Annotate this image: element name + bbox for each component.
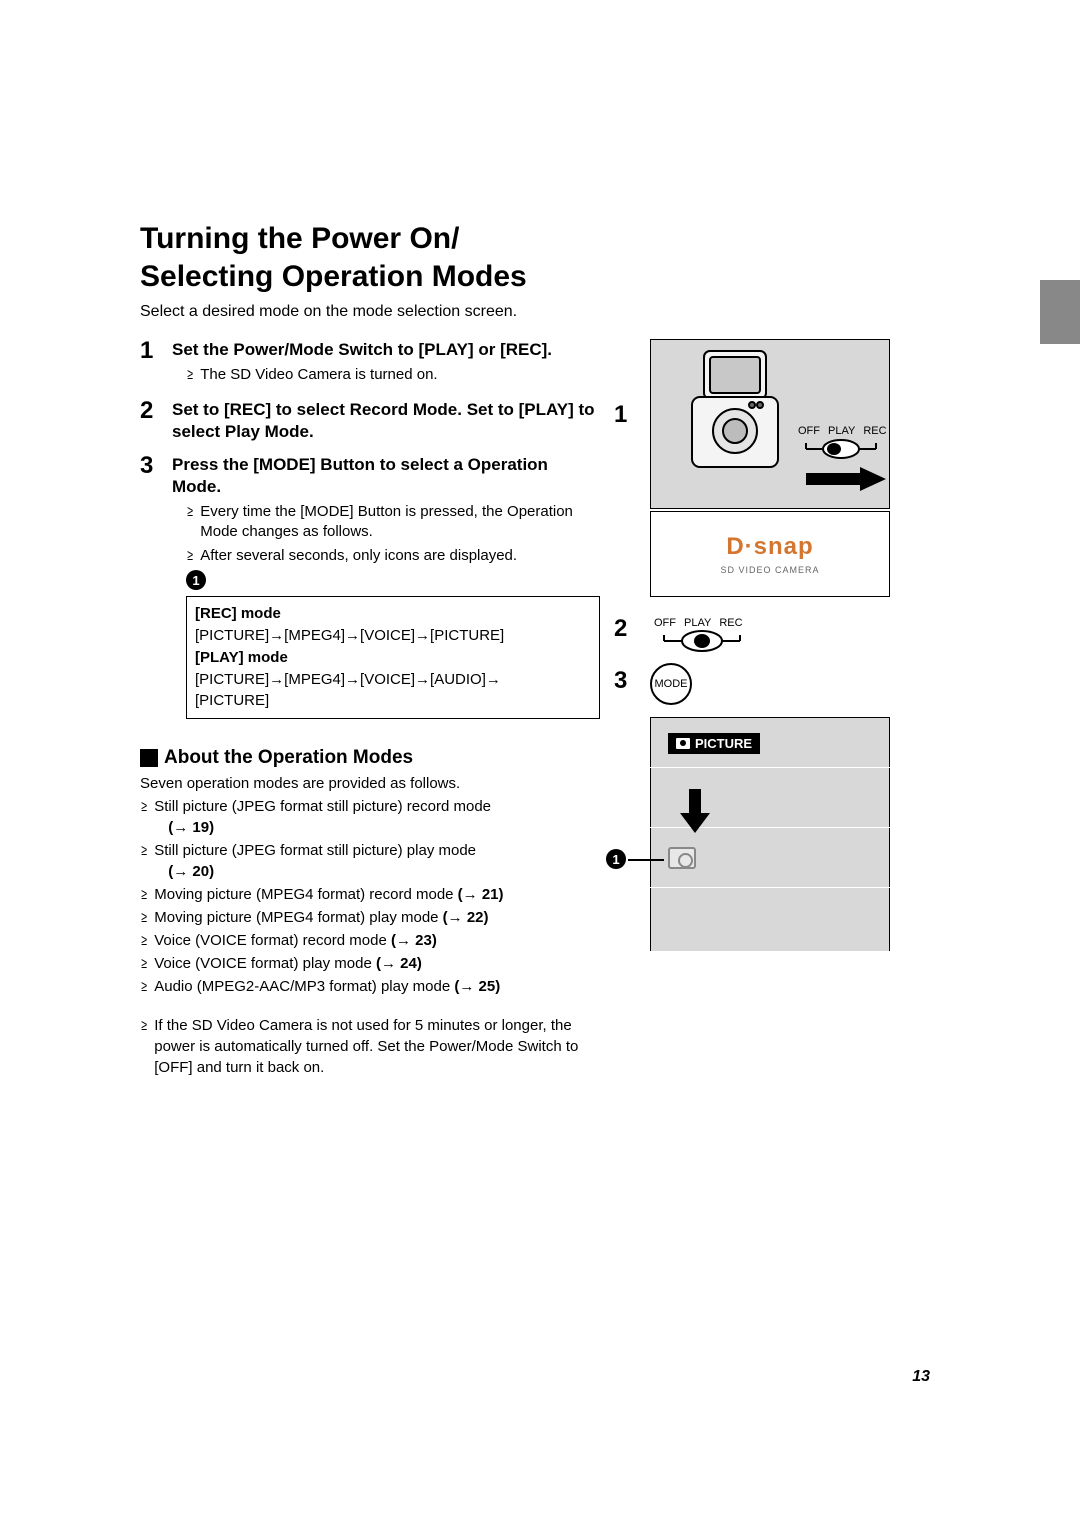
step-body: Set the Power/Mode Switch to [PLAY] or [… xyxy=(172,339,600,389)
mode-button-icon: MODE xyxy=(650,663,692,705)
section-lead: Seven operation modes are provided as fo… xyxy=(140,773,600,794)
page-number: 13 xyxy=(912,1368,930,1386)
mode-item: Moving picture (MPEG4 format) record mod… xyxy=(140,884,600,905)
dsnap-subtitle: SD VIDEO CAMERA xyxy=(720,565,819,575)
step-heading: Set the Power/Mode Switch to [PLAY] or [… xyxy=(172,339,600,361)
step-number: 1 xyxy=(140,339,162,389)
square-icon xyxy=(140,749,158,767)
mode-item: Still picture (JPEG format still picture… xyxy=(140,796,600,838)
panel-divider xyxy=(650,887,890,888)
rec-mode-seq: [PICTURE]→[MPEG4]→[VOICE]→[PICTURE] xyxy=(195,625,591,647)
panel-divider xyxy=(650,767,890,768)
dsnap-branding-box: D·snap SD VIDEO CAMERA xyxy=(650,511,890,597)
title-line1: Turning the Power On/ xyxy=(140,222,459,255)
switch-labels-1: OFF PLAY REC xyxy=(798,425,887,437)
figure-number-1: 1 xyxy=(614,401,627,429)
mode-item: Audio (MPEG2-AAC/MP3 format) play mode (… xyxy=(140,976,600,997)
mode-item: Still picture (JPEG format still picture… xyxy=(140,840,600,882)
step-heading: Set to [REC] to select Record Mode. Set … xyxy=(172,399,600,443)
figure-number-2: 2 xyxy=(614,615,627,643)
dsnap-logo: D·snap xyxy=(726,533,813,561)
step-number: 2 xyxy=(140,399,162,443)
circle-number-icon: 1 xyxy=(186,570,206,590)
circle-ref: 1 xyxy=(186,570,600,590)
modes-box: [REC] mode [PICTURE]→[MPEG4]→[VOICE]→[PI… xyxy=(186,596,600,719)
step-list: 1 Set the Power/Mode Switch to [PLAY] or… xyxy=(140,339,600,719)
manual-page: Turning the Power On/ Selecting Operatio… xyxy=(0,0,1080,1080)
right-column: 1 OFF xyxy=(620,339,910,979)
picture-badge: PICTURE xyxy=(668,733,760,754)
mode-item: Moving picture (MPEG4 format) play mode … xyxy=(140,907,600,928)
left-column: 1 Set the Power/Mode Switch to [PLAY] or… xyxy=(140,339,600,1080)
step-2: 2 Set to [REC] to select Record Mode. Se… xyxy=(140,399,600,443)
play-mode-label: [PLAY] mode xyxy=(195,647,591,669)
arrow-right-icon xyxy=(806,467,886,502)
play-mode-seq2: [PICTURE] xyxy=(195,690,591,712)
step-number: 3 xyxy=(140,454,162,720)
step-body: Press the [MODE] Button to select a Oper… xyxy=(172,454,600,720)
step-bullet: The SD Video Camera is turned on. xyxy=(186,365,600,385)
figure-number-3: 3 xyxy=(614,667,627,695)
callout-circle-1: 1 xyxy=(606,849,626,869)
arrow-down-icon xyxy=(680,789,710,842)
switch-diagram-2 xyxy=(654,631,750,662)
page-title: Turning the Power On/ Selecting Operatio… xyxy=(140,220,960,295)
step-1: 1 Set the Power/Mode Switch to [PLAY] or… xyxy=(140,339,600,389)
section-title: About the Operation Modes xyxy=(164,747,413,769)
section-note: If the SD Video Camera is not used for 5… xyxy=(140,1015,600,1078)
section-header: About the Operation Modes xyxy=(140,747,600,769)
mode-item: Voice (VOICE format) play mode (→ 24) xyxy=(140,953,600,974)
camera-icon xyxy=(682,349,802,479)
rec-mode-label: [REC] mode xyxy=(195,603,591,625)
step-bullet: After several seconds, only icons are di… xyxy=(186,546,600,566)
intro-text: Select a desired mode on the mode select… xyxy=(140,303,960,321)
switch-labels-2: OFF PLAY REC xyxy=(654,617,743,629)
content-row: 1 Set the Power/Mode Switch to [PLAY] or… xyxy=(140,339,960,1080)
callout-line xyxy=(628,859,664,861)
title-line2: Selecting Operation Modes xyxy=(140,260,527,293)
mode-item: Voice (VOICE format) record mode (→ 23) xyxy=(140,930,600,951)
play-mode-seq1: [PICTURE]→[MPEG4]→[VOICE]→[AUDIO]→ xyxy=(195,669,591,691)
step-heading: Press the [MODE] Button to select a Oper… xyxy=(172,454,600,498)
step-body: Set to [REC] to select Record Mode. Set … xyxy=(172,399,600,443)
camera-outline-icon xyxy=(668,847,696,869)
camera-small-icon xyxy=(676,738,690,749)
step-bullet: Every time the [MODE] Button is pressed,… xyxy=(186,502,600,543)
step-3: 3 Press the [MODE] Button to select a Op… xyxy=(140,454,600,720)
